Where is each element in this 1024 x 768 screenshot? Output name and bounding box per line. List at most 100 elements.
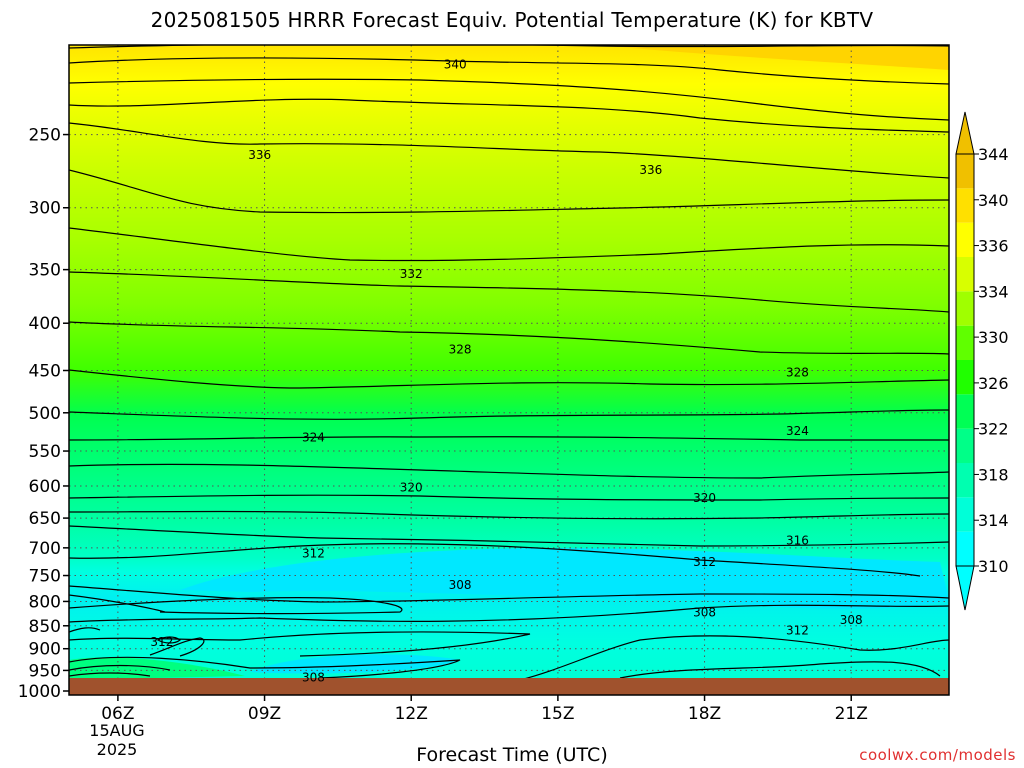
- contour-line: [69, 627, 101, 633]
- contour-label-text: 320: [693, 491, 716, 505]
- contour-label-text: 328: [786, 365, 809, 379]
- contour-label-text: 336: [639, 163, 662, 177]
- colorbar-band: [956, 188, 974, 223]
- y-tick-label: 1000: [18, 682, 61, 702]
- contour-line: [156, 636, 181, 644]
- field-fill-warm-low: [69, 657, 245, 680]
- contour-line: [69, 510, 949, 520]
- contour-label-text: 312: [302, 547, 325, 561]
- y-tick-label: 600: [29, 477, 61, 497]
- x-axis-title: Forecast Time (UTC): [416, 744, 608, 766]
- y-tick-label: 450: [29, 361, 61, 381]
- x-tick-label: 09Z: [248, 704, 281, 724]
- colorbar-band: [956, 291, 974, 326]
- colorbar-band: [956, 497, 974, 532]
- contour-label: 320: [400, 480, 423, 494]
- y-axis: 250 300 350 400 450 500 550 600 650 700 750 800 850 9…: [18, 126, 69, 702]
- colorbar-tick-label: 344: [978, 145, 1009, 164]
- contour-label-text: 308: [302, 671, 325, 685]
- colorbar-tick-label: 326: [978, 374, 1009, 393]
- colorbar-tick-label: 340: [978, 191, 1009, 210]
- contour-label: 336: [639, 163, 662, 177]
- contour-line: [69, 525, 949, 547]
- contour-label: 320: [693, 491, 716, 505]
- colorbar-band: [956, 360, 974, 395]
- ground-layer: [69, 678, 949, 695]
- contour-line: [69, 57, 949, 85]
- contour-line: [69, 78, 949, 121]
- contour-line: [69, 369, 949, 389]
- contour-label-text: 340: [444, 58, 467, 72]
- colorbar-extend-high: [955, 111, 975, 155]
- contour-label: 312: [150, 635, 173, 649]
- y-tick-label: 950: [29, 661, 61, 681]
- colorbar-tick-label: 310: [978, 557, 1009, 576]
- contour-label-layer: 340 336 336 332 328 328 324 324 320 320 316 312 312 3…: [150, 58, 863, 685]
- contour-label-text: 320: [400, 480, 423, 494]
- contour-label: 328: [786, 365, 809, 379]
- x-tick-label: 18Z: [688, 704, 721, 724]
- x-axis: 06Z 09Z 12Z 15Z 18Z 21Z: [101, 695, 868, 724]
- colorbar-tick-label: 330: [978, 328, 1009, 347]
- colorbar-tick-label: 318: [978, 465, 1009, 484]
- contour-line: [69, 409, 949, 420]
- contour-label-text: 324: [786, 424, 809, 438]
- y-tick-label: 650: [29, 509, 61, 529]
- contour-line: [69, 597, 403, 615]
- x-tick-label: 06Z: [101, 704, 134, 724]
- contour-label-text: 328: [449, 342, 472, 356]
- colorbar-tick-label: 336: [978, 237, 1009, 256]
- y-tick-label: 500: [29, 404, 61, 424]
- contour-line: [69, 631, 531, 657]
- contour-line: [69, 672, 151, 677]
- contour-line: [69, 656, 461, 679]
- contour-line: [69, 594, 166, 613]
- y-tick-label: 800: [29, 592, 61, 612]
- x-tick-label: 21Z: [835, 704, 868, 724]
- credit-link[interactable]: coolwx.com/models: [859, 746, 1016, 764]
- colorbar-band: [956, 257, 974, 292]
- contour-line: [69, 604, 949, 623]
- contour-line: [69, 122, 949, 179]
- grid-layer: [69, 45, 949, 695]
- contour-label: 324: [786, 424, 809, 438]
- colorbar-tick-label: 314: [978, 511, 1009, 530]
- field-fill-warm-top: [600, 45, 949, 70]
- date-label-day: 15AUG: [89, 721, 144, 740]
- contour-line: [69, 585, 949, 603]
- contour-label-text: 324: [302, 431, 325, 445]
- colorbar-band: [956, 463, 974, 498]
- x-tick-label: 15Z: [541, 704, 574, 724]
- contour-label: 312: [693, 555, 716, 569]
- colorbar-frame: [955, 153, 975, 567]
- colorbar-band: [956, 222, 974, 257]
- contour-line: [519, 635, 949, 681]
- y-tick-label: 400: [29, 314, 61, 334]
- contour-label-text: 312: [150, 635, 173, 649]
- colorbar-band: [956, 325, 974, 360]
- contour-line: [69, 463, 949, 479]
- contour-label: 308: [840, 613, 863, 627]
- contour-label: 328: [449, 342, 472, 356]
- contour-label-text: 312: [693, 555, 716, 569]
- contour-label: 312: [786, 623, 809, 637]
- contour-label-text: 308: [693, 605, 716, 619]
- contour-layer: [69, 45, 949, 681]
- date-label-year: 2025: [97, 740, 138, 759]
- contour-label: 316: [786, 533, 809, 547]
- y-tick-label: 550: [29, 442, 61, 462]
- contour-line: [619, 661, 941, 679]
- contour-label: 336: [248, 148, 271, 162]
- contour-line: [69, 664, 171, 671]
- x-tick-label: 12Z: [395, 704, 428, 724]
- colorbar-tick-label: 334: [978, 282, 1009, 301]
- contour-label: 324: [302, 431, 325, 445]
- field-fill-cold-pool-low: [250, 654, 460, 674]
- colorbar-band: [956, 531, 974, 566]
- contour-label-text: 308: [840, 613, 863, 627]
- contour-label-text: 336: [248, 148, 271, 162]
- contour-label-text: 308: [449, 578, 472, 592]
- chart-title: 2025081505 HRRR Forecast Equiv. Potentia…: [150, 8, 874, 32]
- contour-label-text: 316: [786, 533, 809, 547]
